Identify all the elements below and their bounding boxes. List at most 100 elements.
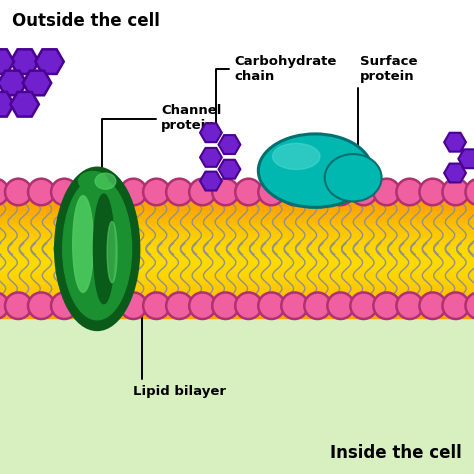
Text: Channel
protein: Channel protein	[102, 104, 221, 185]
Circle shape	[166, 179, 193, 205]
Bar	[0, 282, 474, 287]
Circle shape	[212, 179, 239, 205]
Circle shape	[5, 179, 32, 205]
Polygon shape	[219, 135, 240, 154]
Polygon shape	[458, 149, 474, 168]
Polygon shape	[10, 49, 39, 74]
Circle shape	[258, 179, 285, 205]
Polygon shape	[444, 133, 466, 152]
Circle shape	[235, 292, 262, 319]
Circle shape	[28, 292, 55, 319]
Ellipse shape	[107, 221, 117, 283]
Polygon shape	[0, 92, 14, 117]
Bar	[0, 251, 474, 256]
Bar	[0, 225, 474, 229]
Circle shape	[97, 179, 124, 205]
Circle shape	[350, 179, 377, 205]
Circle shape	[396, 292, 423, 319]
Bar	[0, 220, 474, 226]
Circle shape	[350, 292, 377, 319]
Bar	[0, 271, 474, 275]
Circle shape	[51, 292, 78, 319]
Circle shape	[442, 292, 469, 319]
Circle shape	[419, 292, 446, 319]
Circle shape	[74, 292, 100, 319]
Bar	[0, 278, 474, 283]
Bar	[0, 217, 474, 221]
Circle shape	[465, 292, 474, 319]
Circle shape	[281, 292, 308, 319]
Polygon shape	[200, 148, 222, 167]
Bar	[0, 236, 474, 241]
Circle shape	[120, 292, 146, 319]
Circle shape	[328, 179, 354, 205]
Circle shape	[442, 179, 469, 205]
Bar	[0, 267, 474, 272]
Circle shape	[5, 292, 32, 319]
Ellipse shape	[93, 194, 114, 304]
Bar	[0, 274, 474, 279]
Circle shape	[143, 179, 170, 205]
Polygon shape	[444, 164, 466, 182]
Polygon shape	[35, 49, 64, 74]
Polygon shape	[200, 123, 222, 142]
Bar	[0, 209, 474, 214]
Bar	[0, 0, 474, 185]
Ellipse shape	[55, 168, 138, 329]
Bar	[0, 232, 474, 237]
Ellipse shape	[258, 134, 372, 208]
Bar	[0, 213, 474, 218]
Bar	[0, 228, 474, 233]
Circle shape	[28, 179, 55, 205]
Bar	[0, 244, 474, 248]
Bar	[0, 255, 474, 260]
Bar	[0, 313, 474, 318]
Bar	[0, 297, 474, 302]
Bar	[0, 263, 474, 268]
Circle shape	[51, 179, 78, 205]
Circle shape	[189, 292, 216, 319]
Circle shape	[419, 179, 446, 205]
Bar	[0, 309, 474, 314]
Circle shape	[0, 292, 9, 319]
Polygon shape	[219, 160, 240, 179]
Text: Outside the cell: Outside the cell	[12, 12, 160, 30]
Circle shape	[166, 292, 193, 319]
Text: Surface
protein: Surface protein	[358, 55, 418, 154]
Circle shape	[212, 292, 239, 319]
Circle shape	[304, 179, 331, 205]
Circle shape	[235, 179, 262, 205]
Circle shape	[304, 292, 331, 319]
Circle shape	[120, 179, 146, 205]
Bar	[0, 201, 474, 206]
Bar	[0, 259, 474, 264]
Bar	[0, 305, 474, 310]
Polygon shape	[0, 49, 14, 74]
Text: Inside the cell: Inside the cell	[330, 444, 462, 462]
Bar	[0, 308, 474, 474]
Ellipse shape	[79, 172, 108, 191]
Bar	[0, 247, 474, 252]
Circle shape	[143, 292, 170, 319]
Bar	[0, 240, 474, 245]
Text: Lipid bilayer: Lipid bilayer	[133, 304, 226, 398]
Polygon shape	[0, 71, 27, 95]
Ellipse shape	[95, 173, 116, 189]
Circle shape	[258, 292, 285, 319]
Circle shape	[0, 179, 9, 205]
Bar	[0, 301, 474, 306]
Circle shape	[189, 179, 216, 205]
Bar	[0, 205, 474, 210]
Polygon shape	[23, 71, 51, 95]
Ellipse shape	[63, 178, 132, 320]
Polygon shape	[10, 92, 39, 117]
Bar	[0, 293, 474, 298]
Circle shape	[396, 179, 423, 205]
Circle shape	[465, 179, 474, 205]
Circle shape	[374, 292, 400, 319]
Polygon shape	[200, 172, 222, 191]
Bar	[0, 290, 474, 294]
Circle shape	[374, 179, 400, 205]
Circle shape	[97, 292, 124, 319]
Text: Carbohydrate
chain: Carbohydrate chain	[216, 55, 337, 137]
